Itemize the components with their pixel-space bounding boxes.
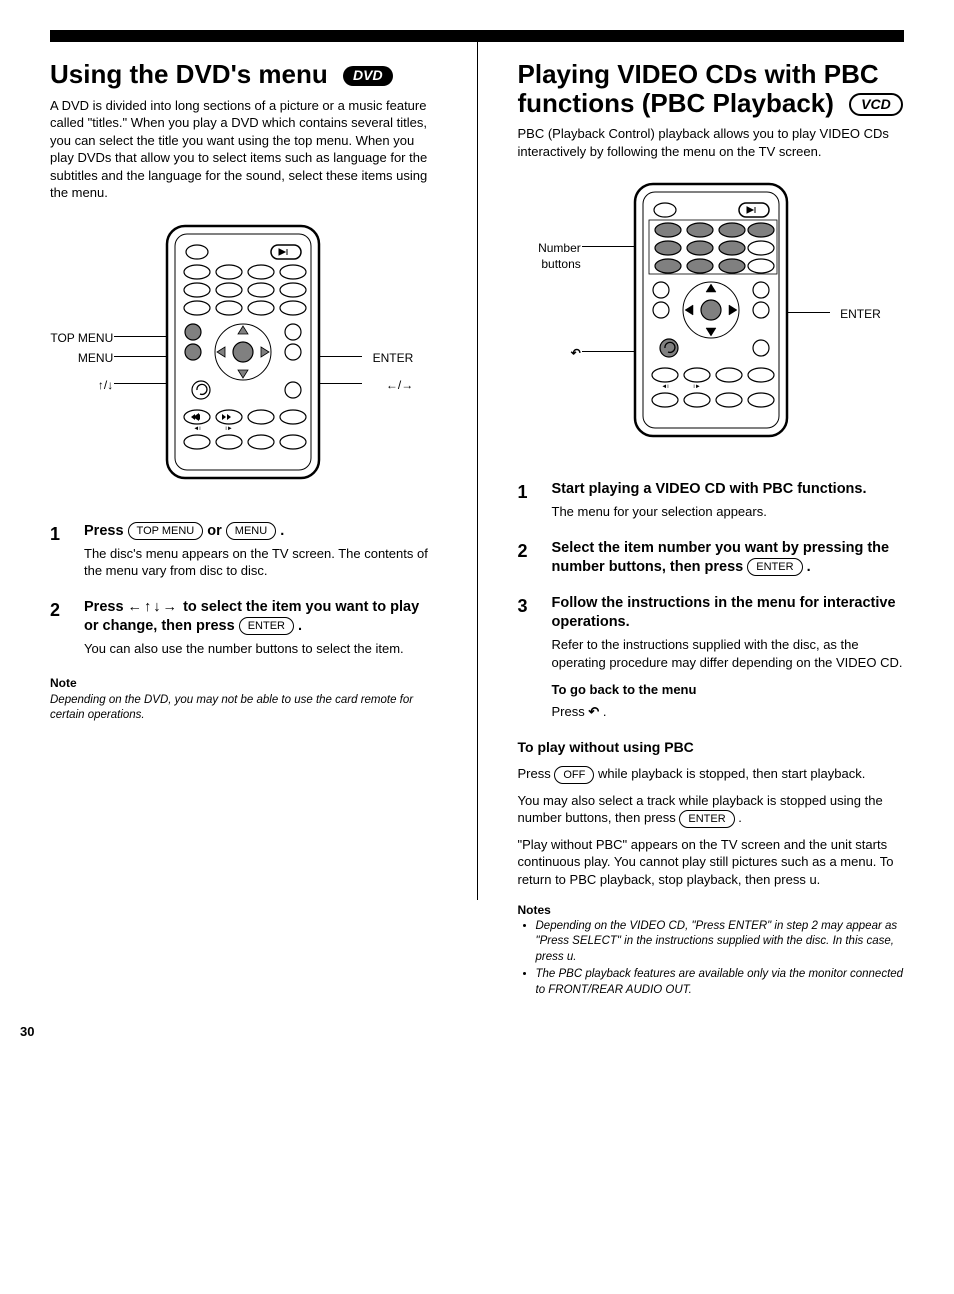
step1-prefix: Press: [84, 523, 128, 539]
left-column: Using the DVD's menu DVD A DVD is divide…: [50, 60, 437, 1000]
label-number-buttons: Number buttons: [496, 240, 581, 272]
vcd-badge: VCD: [849, 93, 903, 116]
rstep3-sub-suffix: .: [603, 704, 607, 719]
top-black-bar: [50, 30, 904, 42]
right-notes-head: Notes: [518, 902, 905, 918]
rstep3-subhead: To go back to the menu: [552, 681, 905, 699]
right-intro: PBC (Playback Control) playback allows y…: [518, 125, 905, 160]
play-without-pbc-head: To play without using PBC: [518, 738, 905, 757]
left-note-head: Note: [50, 675, 437, 691]
step1-suffix: .: [280, 523, 284, 539]
play-without-pbc-body3: "Play without PBC" appears on the TV scr…: [518, 836, 905, 889]
dvd-badge: DVD: [343, 66, 393, 85]
play-without-pbc-body2: You may also select a track while playba…: [518, 792, 905, 828]
label-menu: MENU: [33, 350, 113, 366]
label-return: ↶: [501, 345, 581, 361]
right-steps: Start playing a VIDEO CD with PBC functi…: [518, 480, 905, 720]
left-step-1: Press TOP MENU or MENU . The disc's menu…: [50, 522, 437, 580]
rstep2-suffix: .: [807, 559, 811, 575]
rstep1-body: The menu for your selection appears.: [552, 503, 905, 521]
right-step-1: Start playing a VIDEO CD with PBC functi…: [518, 480, 905, 520]
rstep3-body: Refer to the instructions supplied with …: [552, 637, 903, 670]
right-notes-list: Depending on the VIDEO CD, "Press ENTER"…: [536, 919, 905, 999]
rstep2-prefix: Select the item number you want by press…: [552, 540, 890, 575]
rstep3-sub-prefix: Press: [552, 704, 589, 719]
column-divider: [477, 42, 478, 900]
left-title: Using the DVD's menu DVD: [50, 60, 437, 89]
rstep1-head: Start playing a VIDEO CD with PBC functi…: [552, 480, 905, 499]
pbc-b1-suffix: while playback is stopped, then start pl…: [598, 766, 865, 781]
step1-body: The disc's menu appears on the TV screen…: [84, 545, 437, 580]
svg-text:ı►: ı►: [693, 384, 701, 390]
label-leftright: ←/→: [386, 377, 413, 393]
menu-button: MENU: [226, 522, 276, 540]
right-note-2: The PBC playback features are available …: [536, 967, 905, 998]
left-title-text: Using the DVD's menu: [50, 59, 328, 89]
right-title-text: Playing VIDEO CDs with PBC functions (PB…: [518, 59, 879, 118]
step2-body: You can also use the number buttons to s…: [84, 640, 437, 658]
left-steps: Press TOP MENU or MENU . The disc's menu…: [50, 522, 437, 657]
right-step-2: Select the item number you want by press…: [518, 539, 905, 577]
svg-text:◄ı: ◄ı: [193, 426, 201, 432]
remote-svg-1: ◄ı ı►: [163, 222, 323, 482]
return-icon: ↶: [588, 703, 599, 721]
off-button: OFF: [554, 766, 594, 784]
left-note-text: Depending on the DVD, you may not be abl…: [50, 693, 437, 723]
remote-svg-2: ◄ı ı►: [631, 180, 791, 440]
pbc-b4: u.: [809, 872, 820, 887]
arrow-buttons: ←↑↓→: [128, 599, 180, 615]
right-column: Playing VIDEO CDs with PBC functions (PB…: [518, 60, 905, 1000]
svg-text:◄ı: ◄ı: [661, 384, 669, 390]
svg-text:ı►: ı►: [225, 426, 233, 432]
enter-button-pbc: ENTER: [679, 810, 734, 828]
label-updown: ↑/↓: [33, 377, 113, 393]
pbc-b1-prefix: Press: [518, 766, 555, 781]
play-without-pbc-body1: Press OFF while playback is stopped, the…: [518, 765, 905, 784]
top-menu-button: TOP MENU: [128, 522, 204, 540]
right-note-1: Depending on the VIDEO CD, "Press ENTER"…: [536, 919, 905, 966]
right-step-3: Follow the instructions in the menu for …: [518, 594, 905, 720]
remote-vcd: Number buttons ↶ ENTER: [596, 180, 826, 460]
page-number: 30: [20, 1023, 34, 1041]
rstep3-head: Follow the instructions in the menu for …: [552, 594, 905, 632]
label-top-menu: TOP MENU: [33, 330, 113, 346]
step1-mid: or: [207, 523, 226, 539]
step2-suffix: .: [298, 618, 302, 634]
right-title: Playing VIDEO CDs with PBC functions (PB…: [518, 60, 905, 117]
pbc-b3: "Play without PBC" appears on the TV scr…: [518, 837, 894, 887]
left-intro: A DVD is divided into long sections of a…: [50, 97, 437, 202]
remote-dvd: TOP MENU MENU ↑/↓ ENTER ←/→: [128, 222, 358, 502]
label-enter: ENTER: [373, 350, 414, 366]
enter-button-right: ENTER: [747, 558, 802, 576]
enter-button-left: ENTER: [239, 617, 294, 635]
pbc-b2-suffix: .: [738, 810, 742, 825]
step2-prefix: Press: [84, 599, 128, 615]
left-step-2: Press ←↑↓→ to select the item you want t…: [50, 598, 437, 657]
label-enter-r: ENTER: [840, 306, 881, 322]
